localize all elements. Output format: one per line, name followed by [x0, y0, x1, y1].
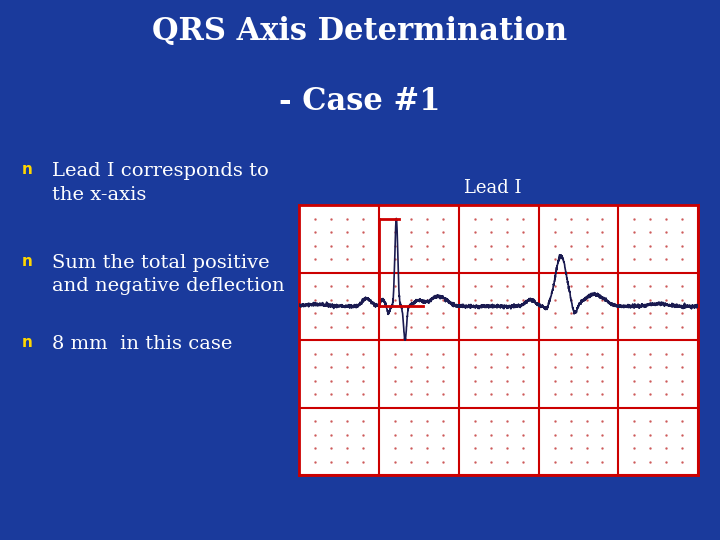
Text: - Case #1: - Case #1 — [279, 86, 441, 117]
Text: Lead I corresponds to
the x-axis: Lead I corresponds to the x-axis — [52, 162, 269, 204]
Text: Lead I: Lead I — [464, 179, 522, 197]
Text: n: n — [22, 162, 32, 177]
Text: Sum the total positive
and negative deflection: Sum the total positive and negative defl… — [52, 254, 284, 295]
Text: QRS Axis Determination: QRS Axis Determination — [153, 16, 567, 47]
Text: n: n — [22, 254, 32, 269]
Text: 8 mm  in this case: 8 mm in this case — [52, 335, 233, 353]
Text: n: n — [22, 335, 32, 350]
